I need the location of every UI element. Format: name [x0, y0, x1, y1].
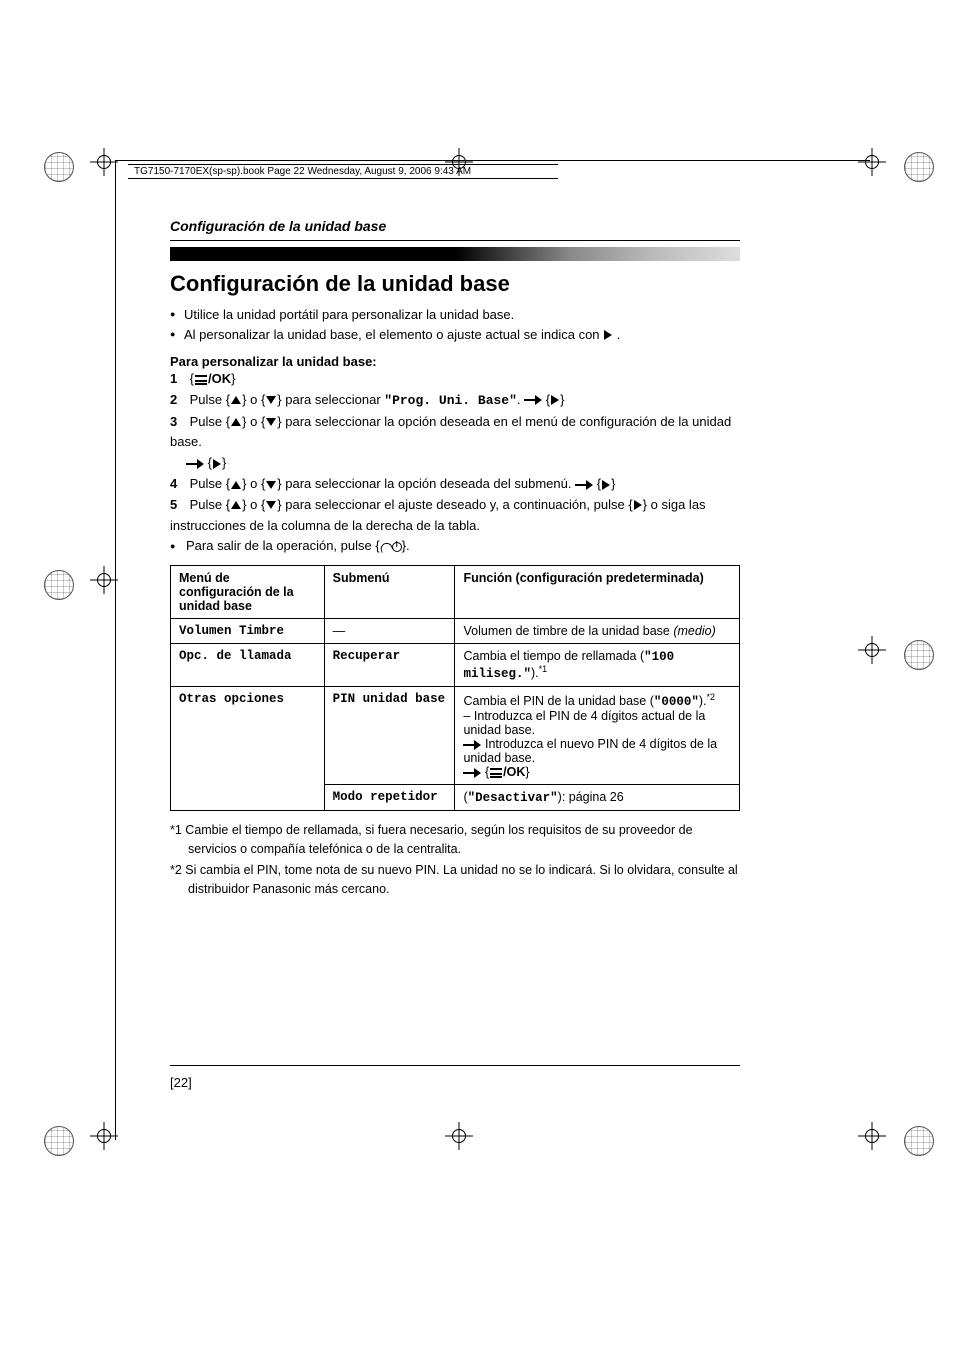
- down-icon: [266, 396, 276, 404]
- arrow-right-icon: [463, 740, 481, 750]
- r1c3: Volumen de timbre de la unidad base (med…: [455, 619, 740, 644]
- up-icon: [231, 418, 241, 426]
- arrow-right-icon: [524, 395, 542, 405]
- up-icon: [231, 481, 241, 489]
- r2c1: Opc. de llamada: [171, 644, 325, 687]
- registration-globe-bl: [44, 1126, 74, 1156]
- right-icon: [213, 459, 221, 469]
- crosshair-br: [858, 1122, 886, 1150]
- th-submenu: Submenú: [324, 566, 455, 619]
- r2c2: Recuperar: [324, 644, 455, 687]
- registration-globe-tr: [904, 152, 934, 182]
- page-number: [22]: [170, 1075, 192, 1090]
- crosshair-bc: [445, 1122, 473, 1150]
- exit-note: Para salir de la operación, pulse {}.: [170, 536, 740, 557]
- page-title: Configuración de la unidad base: [170, 271, 740, 297]
- power-icon: [392, 542, 402, 552]
- crosshair-ml: [90, 566, 118, 594]
- up-icon: [231, 396, 241, 404]
- registration-globe-ml: [44, 570, 74, 600]
- frame-top-line: [115, 160, 870, 161]
- menu-icon: [490, 768, 502, 778]
- r2c3: Cambia el tiempo de rellamada ("100 mili…: [455, 644, 740, 687]
- intro-bullets: Utilice la unidad portátil para personal…: [170, 305, 740, 344]
- right-icon: [634, 500, 642, 510]
- down-icon: [266, 501, 276, 509]
- steps-heading: Para personalizar la unidad base:: [170, 354, 740, 369]
- arrow-right-icon: [463, 768, 481, 778]
- th-menu: Menú de configuración de la unidad base: [171, 566, 325, 619]
- intro-bullet-1: Utilice la unidad portátil para personal…: [170, 305, 740, 325]
- hangup-icon: [379, 541, 393, 553]
- r3c2: PIN unidad base: [324, 687, 455, 785]
- r1c2: —: [324, 619, 455, 644]
- r3c1: Otras opciones: [171, 687, 325, 811]
- page-content: Configuración de la unidad base Configur…: [170, 200, 740, 900]
- footer-rule: [170, 1065, 740, 1066]
- th-function: Función (configuración predeterminada): [455, 566, 740, 619]
- menu-icon: [195, 375, 207, 385]
- right-triangle-icon: [604, 330, 612, 340]
- r1c1: Volumen Timbre: [171, 619, 325, 644]
- footnote-1: *1 Cambie el tiempo de rellamada, si fue…: [170, 821, 740, 859]
- running-header: Configuración de la unidad base: [170, 218, 740, 234]
- crosshair-tl: [90, 148, 118, 176]
- crosshair-bl: [90, 1122, 118, 1150]
- down-icon: [266, 418, 276, 426]
- pdf-header-text: TG7150-7170EX(sp-sp).book Page 22 Wednes…: [134, 164, 471, 179]
- down-icon: [266, 481, 276, 489]
- r4c3: ("Desactivar"): página 26: [455, 785, 740, 811]
- registration-globe-br: [904, 1126, 934, 1156]
- footnote-2: *2 Si cambia el PIN, tome nota de su nue…: [170, 861, 740, 899]
- right-icon: [602, 480, 610, 490]
- arrow-right-icon: [575, 480, 593, 490]
- frame-left-line: [115, 160, 116, 1140]
- r4c2: Modo repetidor: [324, 785, 455, 811]
- up-icon: [231, 501, 241, 509]
- header-rule: [170, 240, 740, 241]
- registration-globe-mr: [904, 640, 934, 670]
- r3c3: Cambia el PIN de la unidad base ("0000")…: [455, 687, 740, 785]
- crosshair-tr: [858, 148, 886, 176]
- crosshair-mr: [858, 636, 886, 664]
- steps-list: 1 {/OK} 2 Pulse {} o {} para seleccionar…: [170, 369, 740, 557]
- settings-table: Menú de configuración de la unidad base …: [170, 565, 740, 811]
- section-gradient-bar: [170, 247, 740, 261]
- right-icon: [551, 395, 559, 405]
- registration-globe-tl: [44, 152, 74, 182]
- arrow-right-icon: [186, 459, 204, 469]
- intro-bullet-2: Al personalizar la unidad base, el eleme…: [170, 325, 740, 345]
- footnotes: *1 Cambie el tiempo de rellamada, si fue…: [170, 821, 740, 898]
